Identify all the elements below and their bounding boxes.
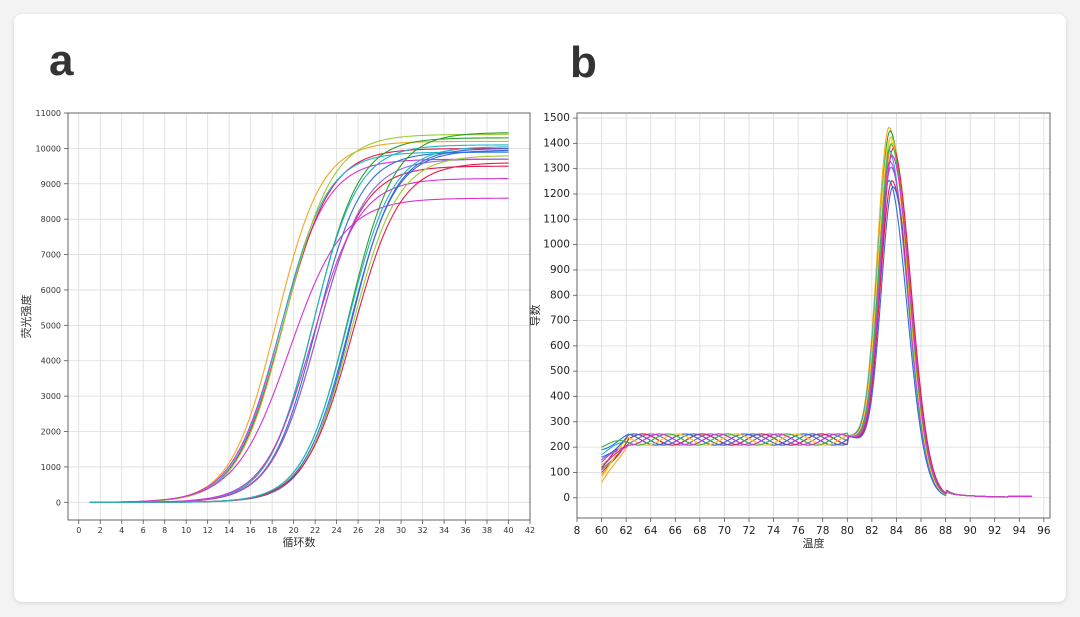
y-tick-label: 600 <box>550 340 570 352</box>
y-tick-label: 1300 <box>543 163 570 175</box>
series-line-6 <box>601 160 1032 498</box>
panel-label-a: a <box>49 36 74 85</box>
y-tick-label: 100 <box>550 466 570 478</box>
x-tick-label: 40 <box>503 526 513 535</box>
x-tick-label: 32 <box>417 526 427 535</box>
y-tick-label: 800 <box>550 289 570 301</box>
x-tick-label: 90 <box>963 525 976 537</box>
panel-label-b: b <box>570 38 597 87</box>
x-tick-label: 84 <box>890 525 904 537</box>
x-tick-label: 72 <box>742 525 755 537</box>
x-tick-label: 8 <box>574 525 581 537</box>
plot-frame <box>576 112 1051 519</box>
series-line-5 <box>89 197 509 503</box>
series-line-9 <box>601 185 1032 498</box>
y-tick-label: 1000 <box>41 463 61 472</box>
y-tick-label: 1100 <box>543 213 570 225</box>
x-tick-label: 38 <box>482 526 492 535</box>
y-tick-label: 5000 <box>41 321 61 330</box>
y-tick-label: 6000 <box>41 286 61 295</box>
x-tick-label: 14 <box>224 526 234 535</box>
x-tick-label: 4 <box>119 526 124 535</box>
x-tick-label: 18 <box>267 526 277 535</box>
y-tick-label: 700 <box>550 315 570 327</box>
x-tick-label: 96 <box>1037 525 1051 537</box>
grid <box>68 113 530 520</box>
x-tick-label: 36 <box>460 526 470 535</box>
x-axis-label: 温度 <box>803 536 825 550</box>
y-tick-label: 500 <box>550 365 570 377</box>
x-tick-label: 82 <box>865 525 878 537</box>
y-tick-label: 1500 <box>543 112 570 124</box>
y-tick-label: 1200 <box>543 188 570 200</box>
x-tick-label: 24 <box>332 526 342 535</box>
x-tick-label: 0 <box>76 526 81 535</box>
y-tick-label: 10000 <box>36 144 61 153</box>
y-tick-label: 2000 <box>41 428 61 437</box>
x-tick-label: 78 <box>816 525 829 537</box>
x-tick-label: 10 <box>181 526 191 535</box>
figure-card <box>14 14 1066 602</box>
x-tick-label: 94 <box>1013 525 1027 537</box>
y-tick-label: 1000 <box>543 239 570 251</box>
series-line-7 <box>601 166 1032 498</box>
x-tick-label: 34 <box>439 526 449 535</box>
y-tick-label: 9000 <box>41 180 61 189</box>
y-tick-label: 8000 <box>41 215 61 224</box>
plot-frame <box>67 112 531 521</box>
y-tick-label: 900 <box>550 264 570 276</box>
series-line-8 <box>601 180 1032 498</box>
x-tick-label: 30 <box>396 526 406 535</box>
x-tick-label: 60 <box>595 525 608 537</box>
x-tick-label: 66 <box>669 525 683 537</box>
series-line-13 <box>601 155 1032 498</box>
y-tick-label: 0 <box>56 498 61 507</box>
y-tick-label: 3000 <box>41 392 61 401</box>
x-tick-label: 20 <box>289 526 299 535</box>
series-group <box>89 132 509 503</box>
y-tick-label: 200 <box>550 441 570 453</box>
y-tick-label: 11000 <box>36 109 61 118</box>
y-tick-label: 300 <box>550 416 570 428</box>
x-tick-label: 42 <box>525 526 535 535</box>
x-tick-label: 80 <box>841 525 854 537</box>
series-group <box>601 126 1032 498</box>
x-tick-label: 26 <box>353 526 363 535</box>
y-axis-label: 导数 <box>529 305 542 327</box>
series-line-17 <box>89 146 509 503</box>
x-tick-label: 76 <box>791 525 805 537</box>
y-axis-label: 荧光强度 <box>19 295 33 339</box>
series-line-10 <box>601 179 1032 498</box>
x-axis-label: 循环数 <box>283 536 316 549</box>
x-tick-label: 62 <box>619 525 632 537</box>
x-tick-label: 70 <box>718 525 731 537</box>
y-tick-label: 7000 <box>41 251 61 260</box>
x-tick-label: 68 <box>693 525 706 537</box>
x-tick-label: 92 <box>988 525 1001 537</box>
x-tick-label: 86 <box>914 525 928 537</box>
x-tick-label: 16 <box>246 526 256 535</box>
x-tick-label: 8 <box>162 526 167 535</box>
x-tick-label: 2 <box>98 526 103 535</box>
y-tick-label: 4000 <box>41 357 61 366</box>
x-tick-label: 64 <box>644 525 658 537</box>
grid <box>577 113 1050 518</box>
y-tick-label: 400 <box>550 391 570 403</box>
x-tick-label: 12 <box>203 526 213 535</box>
x-tick-label: 6 <box>141 526 146 535</box>
x-tick-label: 28 <box>374 526 384 535</box>
x-tick-label: 88 <box>939 525 952 537</box>
x-tick-label: 22 <box>310 526 320 535</box>
x-tick-label: 74 <box>767 525 781 537</box>
y-tick-label: 0 <box>563 492 570 504</box>
y-tick-label: 1400 <box>543 137 570 149</box>
